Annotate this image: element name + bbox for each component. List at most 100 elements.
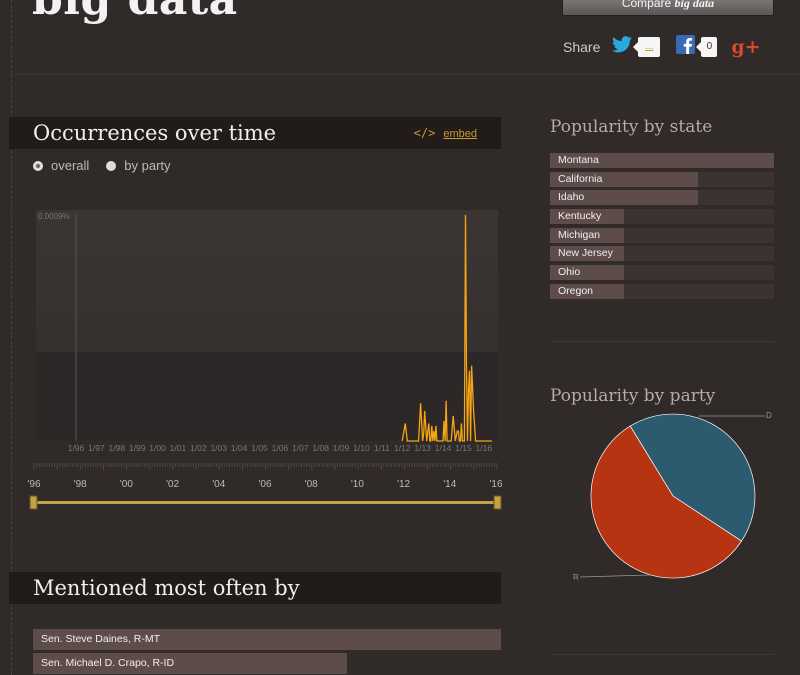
compare-prefix: Compare (621, 0, 675, 10)
party-title: Popularity by party (550, 386, 716, 406)
state-bar-label: Kentucky (558, 210, 602, 223)
state-bar[interactable]: Montana (550, 153, 774, 168)
state-bar-fill (550, 190, 698, 206)
range-tick-label: '04 (212, 479, 225, 490)
range-tick-label: '06 (258, 479, 271, 490)
state-bar-label: New Jersey (558, 247, 613, 260)
x-tick-label: 1/00 (149, 443, 166, 453)
x-tick-label: 1/12 (394, 443, 411, 453)
range-selection[interactable] (33, 501, 498, 504)
range-tick-label: '00 (120, 479, 133, 490)
state-bar[interactable]: Oregon (550, 283, 774, 299)
radio-overall[interactable]: overall (33, 158, 89, 173)
state-bar-fill (550, 246, 624, 262)
plot-lower-band (36, 352, 498, 441)
x-tick-label: 1/13 (414, 443, 431, 453)
state-bar-fill (550, 265, 624, 281)
radio-overall-label: overall (51, 158, 90, 173)
x-tick-label: 1/02 (190, 443, 207, 453)
mentioned-title: Mentioned most often by (33, 576, 300, 600)
range-tick-label: '08 (305, 479, 318, 490)
compare-button[interactable]: Compare big data (562, 0, 774, 16)
state-bar-fill (550, 227, 624, 243)
google-plus-icon[interactable]: g+ (731, 36, 761, 58)
share-label: Share (563, 39, 601, 55)
range-handle-right[interactable] (493, 495, 502, 510)
twitter-count[interactable]: ... (633, 37, 661, 57)
range-tick-label: '12 (397, 479, 410, 490)
radio-by-party[interactable]: by party (106, 158, 171, 173)
side-divider (550, 341, 774, 342)
x-tick-label: 1/96 (68, 443, 85, 453)
code-icon: </> (413, 126, 436, 140)
state-bar[interactable]: Ohio (550, 265, 774, 281)
twitter-icon[interactable] (612, 36, 633, 58)
mention-bar-label: Sen. Michael D. Crapo, R-ID (41, 657, 175, 669)
header-divider (11, 74, 800, 75)
state-bar-fill (550, 209, 624, 225)
embed-link[interactable]: </> embed (414, 117, 477, 150)
pie-slice[interactable] (629, 413, 756, 542)
state-bar[interactable]: New Jersey (550, 246, 774, 262)
radio-dot-icon (106, 160, 117, 171)
range-tick-label: '02 (166, 479, 179, 490)
state-bar[interactable]: Kentucky (550, 209, 774, 225)
mention-bar-fill (33, 653, 347, 674)
state-bar-label: Ohio (558, 266, 581, 279)
x-tick-label: 1/98 (109, 443, 126, 453)
mention-bar[interactable]: Sen. Steve Daines, R-MT (33, 629, 501, 650)
pie-label: D (766, 411, 772, 420)
series-line (401, 214, 492, 442)
radio-dot-icon (33, 160, 43, 171)
x-tick-label: 1/08 (312, 443, 329, 453)
state-bar[interactable]: Idaho (550, 190, 774, 206)
state-bar-fill (550, 171, 698, 187)
range-tick-label: '96 (28, 479, 41, 490)
mentioned-header: Mentioned most often by (9, 572, 501, 604)
x-tick-label: 1/03 (210, 443, 227, 453)
side-divider-bottom (550, 654, 774, 655)
x-tick-label: 1/10 (353, 443, 370, 453)
state-bar[interactable]: California (550, 171, 774, 187)
x-tick-label: 1/15 (455, 443, 472, 453)
pie-leader-line (579, 574, 651, 578)
page-left-guide (11, 0, 12, 675)
chart-mode-radios: overall by party (33, 158, 188, 173)
state-bar-label: Montana (558, 154, 599, 166)
state-bar-fill (550, 283, 624, 299)
mention-bar[interactable]: Sen. Michael D. Crapo, R-ID (33, 653, 501, 674)
state-bar-label: Idaho (558, 191, 585, 204)
mention-bar-label: Sen. Steve Daines, R-MT (41, 633, 161, 645)
range-handle-left[interactable] (29, 495, 38, 510)
state-title: Popularity by state (550, 117, 713, 137)
pie-slice[interactable] (590, 425, 742, 579)
embed-label: embed (443, 128, 477, 140)
state-bar-label: California (558, 172, 603, 185)
x-tick-label: 1/05 (251, 443, 268, 453)
x-tick-label: 1/11 (374, 443, 390, 453)
x-tick-label: 1/01 (170, 443, 187, 453)
x-tick-label: 1/06 (272, 443, 289, 453)
x-tick-label: 1/99 (129, 443, 146, 453)
y-tick-label: 0.0009% (38, 212, 70, 221)
state-bar-fill (550, 153, 774, 168)
party-pie-chart: DR (573, 411, 772, 582)
x-tick-label: 1/07 (292, 443, 309, 453)
x-tick-label: 1/14 (435, 443, 452, 453)
mention-bar-fill (33, 629, 501, 650)
share-bar: Share ... 0 g+ (563, 35, 761, 59)
state-bar-label: Michigan (558, 228, 601, 241)
range-tick-label: '16 (489, 479, 502, 490)
range-tick-label: '14 (443, 479, 456, 490)
state-bar[interactable]: Michigan (550, 227, 774, 243)
pie-label: R (573, 573, 579, 582)
range-tick-label: '98 (74, 479, 87, 490)
range-tick-label: '10 (351, 479, 364, 490)
x-tick-label: 1/16 (476, 443, 493, 453)
compare-term: big data (674, 0, 715, 10)
radio-by-party-label: by party (124, 158, 171, 173)
occurrences-chart: 0.0009% 1/96 1/97 1/98 1/99 1/00 1/01 1/02 1/03 1… (28, 210, 503, 510)
facebook-icon[interactable] (676, 35, 696, 59)
mention-bars: Sen. Steve Daines, R-MT Sen. Michael D. C… (33, 629, 501, 675)
facebook-count[interactable]: 0 (696, 37, 718, 57)
